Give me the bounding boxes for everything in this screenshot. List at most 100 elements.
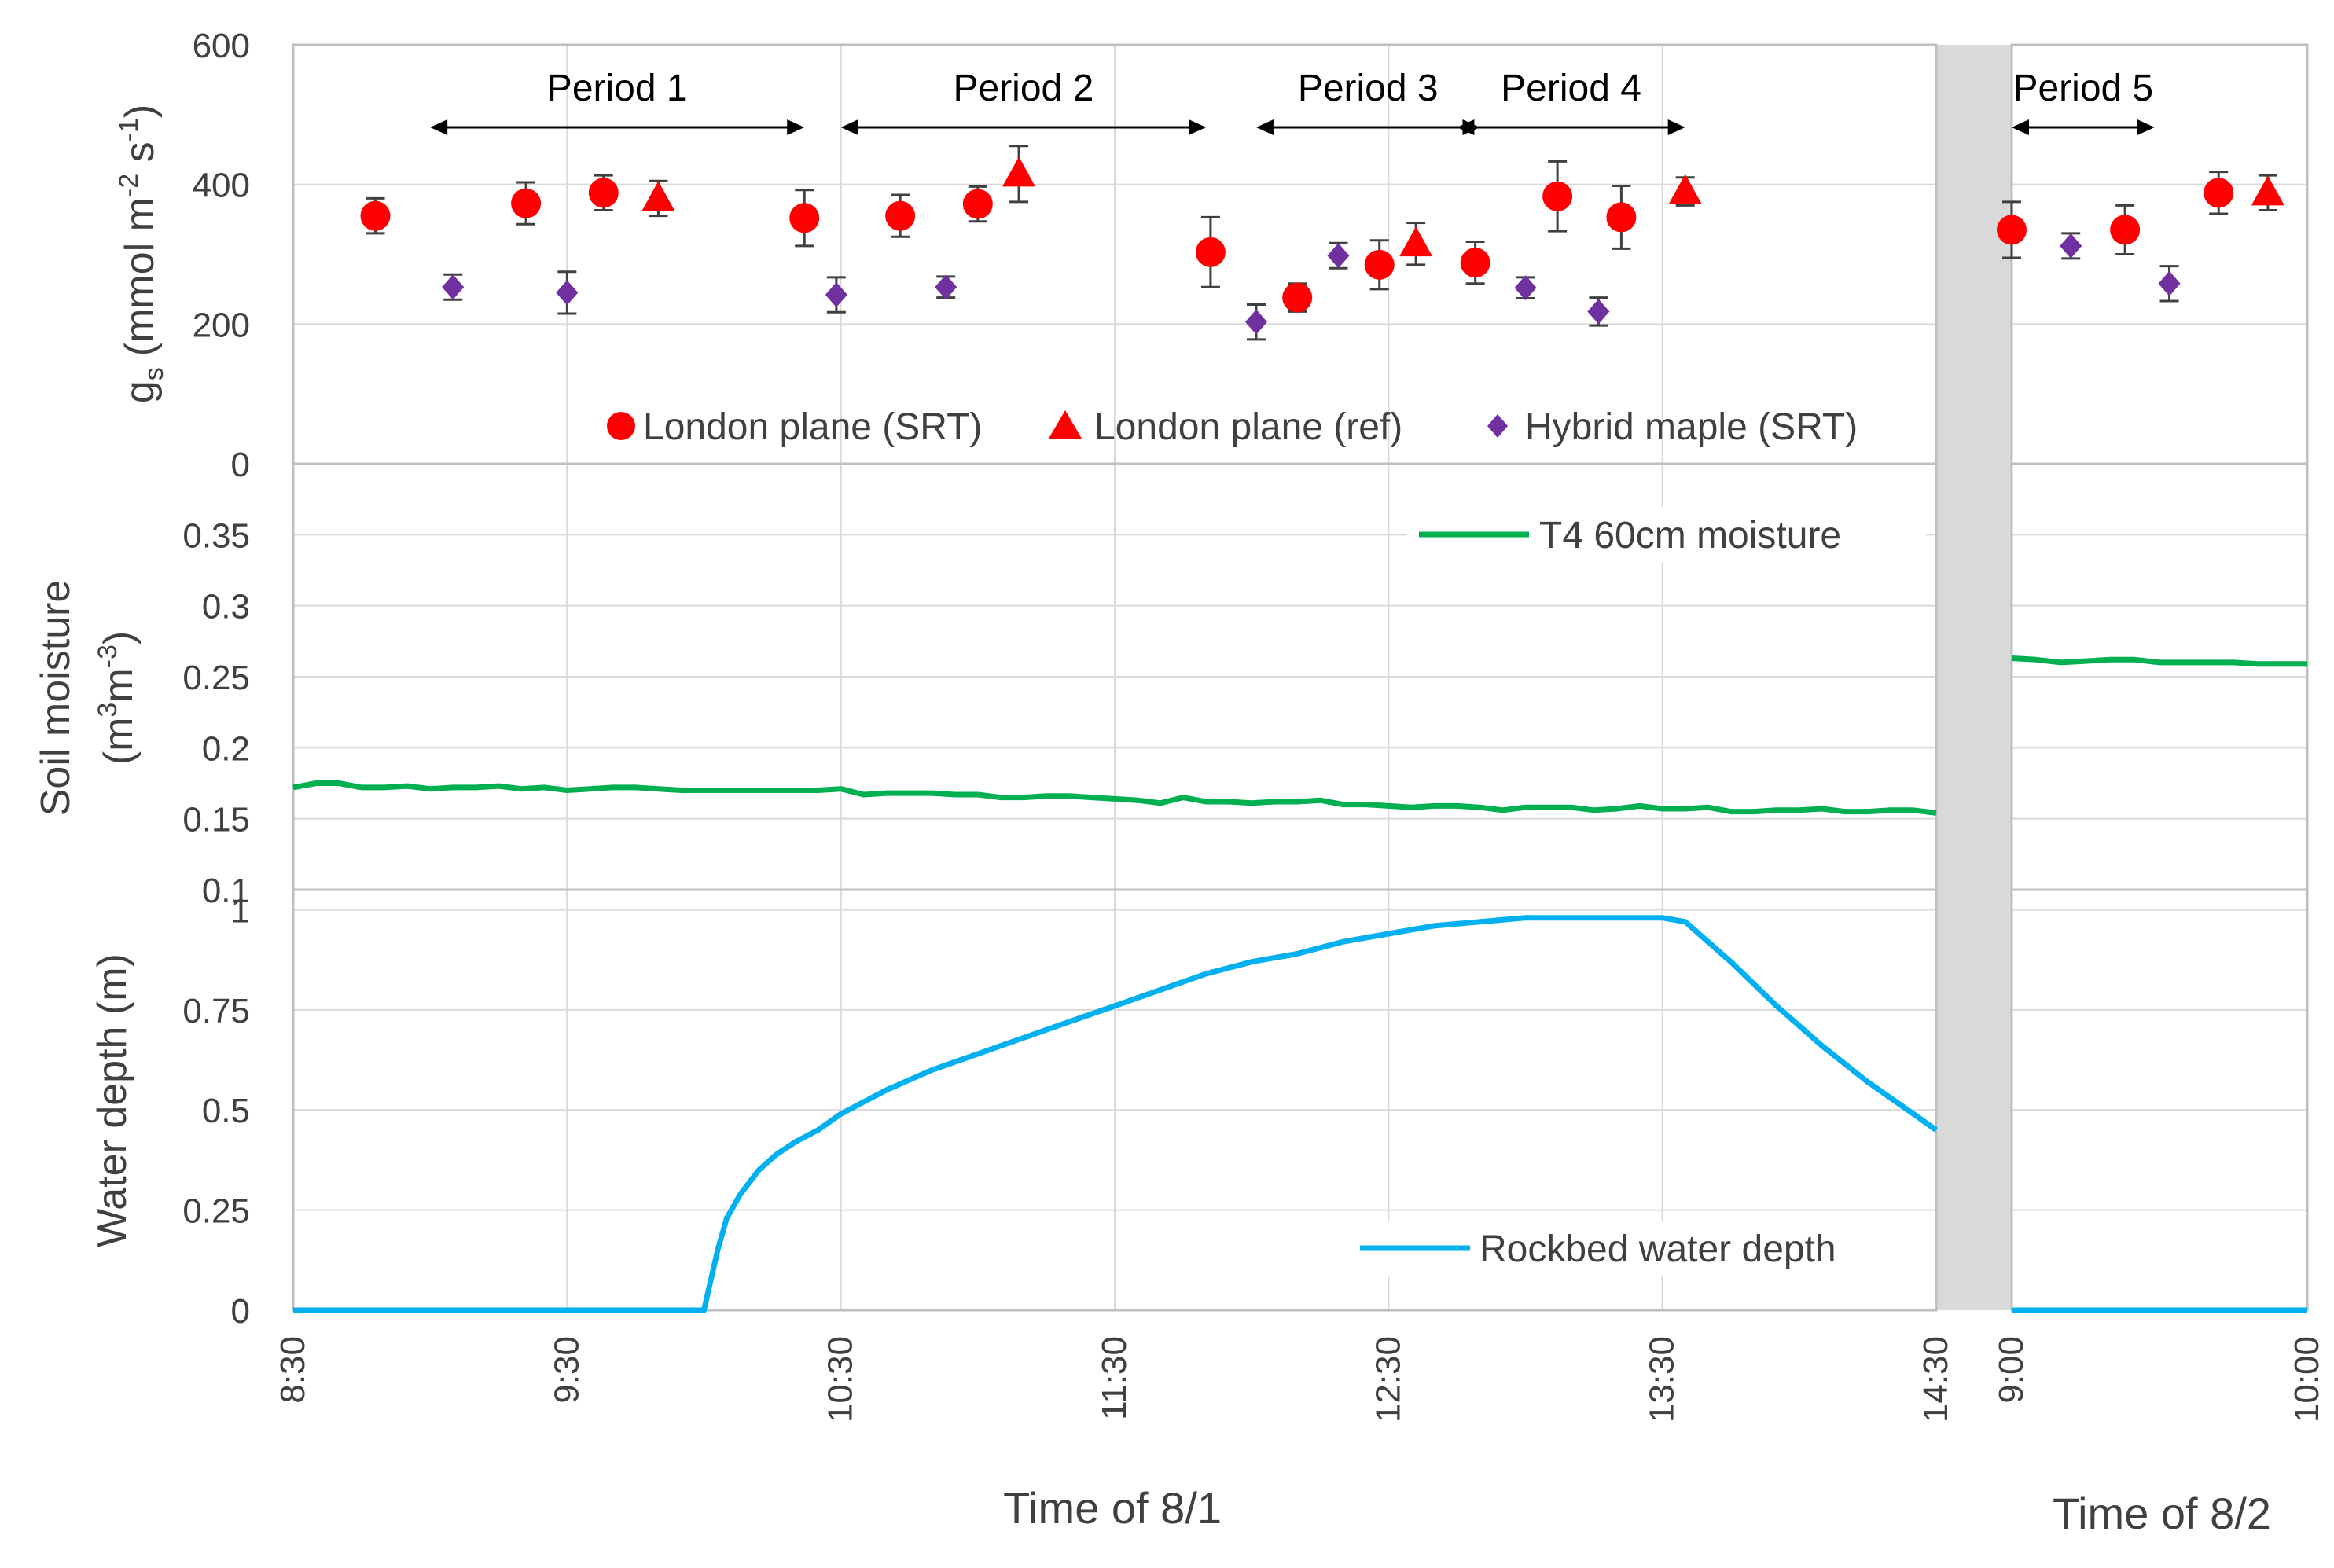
gs-data-point xyxy=(2060,232,2082,260)
moisture-axis-title-line1: Soil moisture xyxy=(33,580,79,817)
gs-data-point xyxy=(1460,241,1490,285)
y-tick-label: 0.2 xyxy=(202,729,250,768)
legend-marker-london-plane-srt xyxy=(607,412,635,440)
gs-data-point xyxy=(1997,200,2027,259)
marker-london-plane-srt xyxy=(1460,248,1490,278)
x-tick-label: 8:30 xyxy=(274,1336,312,1404)
legend-marker-hybrid-maple-srt xyxy=(1487,414,1508,438)
gs-data-point xyxy=(1606,184,1637,250)
y-tick-label: 0.1 xyxy=(202,872,250,910)
marker-london-plane-ref xyxy=(641,181,675,211)
legend-label-london-plane-ref: London plane (ref) xyxy=(1094,406,1402,448)
gs-data-point xyxy=(885,193,916,238)
gs-data-point xyxy=(1244,303,1267,341)
water-legend: Rockbed water depth xyxy=(1352,1221,1902,1276)
x-tick-labels: 8:30 9:30 10:30 11:30 12:30 13:30 14:30 9:00 10:… xyxy=(274,1336,2326,1423)
gs-data-point xyxy=(962,185,993,223)
period-arrow-head-right xyxy=(787,119,805,135)
marker-london-plane-ref xyxy=(1002,156,1036,187)
period-annotation: Period 4 xyxy=(1457,68,1685,135)
gs-data-point xyxy=(935,274,957,300)
x-tick-label: 12:30 xyxy=(1369,1336,1407,1423)
gs-data-point xyxy=(1002,145,1036,204)
y-tick-label: 0 xyxy=(231,1292,250,1331)
gs-data-point xyxy=(2204,171,2234,215)
day-gap-bar xyxy=(1936,45,2012,1310)
gs-data-point xyxy=(1282,282,1313,313)
marker-hybrid-maple-srt xyxy=(442,274,465,300)
period-arrow-head-left xyxy=(1457,119,1475,135)
y-tick-label: 600 xyxy=(193,27,250,65)
marker-london-plane-srt xyxy=(1364,249,1395,280)
marker-hybrid-maple-srt xyxy=(1587,299,1610,325)
moisture-line-day2 xyxy=(2011,655,2307,667)
marker-hybrid-maple-srt xyxy=(825,282,847,308)
gs-data-point xyxy=(2158,265,2181,303)
gs-data-point xyxy=(2251,174,2284,212)
legend-label-moisture: T4 60cm moisture xyxy=(1539,515,1841,556)
marker-london-plane-srt xyxy=(962,189,993,219)
period-annotation: Period 5 xyxy=(2012,68,2155,135)
period-annotation: Period 1 xyxy=(430,68,805,135)
legend-marker-london-plane-ref xyxy=(1049,410,1082,439)
x-tick-label: 10:00 xyxy=(2288,1336,2326,1423)
x-tick-label: 9:30 xyxy=(547,1336,586,1404)
y-tick-label: 0.15 xyxy=(182,801,250,839)
x-tick-label: 11:30 xyxy=(1095,1336,1134,1420)
marker-london-plane-srt xyxy=(1542,181,1573,211)
period-arrow-head-right xyxy=(2137,119,2155,135)
y-tick-label: 0.25 xyxy=(182,659,250,697)
gs-legend: London plane (SRT) London plane (ref) Hy… xyxy=(607,406,1858,448)
period-label: Period 1 xyxy=(547,68,688,109)
marker-london-plane-srt xyxy=(2110,215,2141,245)
gs-data-point xyxy=(1195,215,1226,288)
period-arrow-head-left xyxy=(2012,119,2029,135)
marker-london-plane-srt xyxy=(789,203,820,233)
x-axis-title-day1: Time of 8/1 xyxy=(1003,1483,1222,1533)
moisture-legend: T4 60cm moisture xyxy=(1407,507,1926,562)
water-depth-line-day1 xyxy=(293,915,1939,1313)
marker-hybrid-maple-srt xyxy=(2158,270,2181,296)
legend-label-hybrid-maple-srt: Hybrid maple (SRT) xyxy=(1525,406,1858,448)
period-arrow-head-right xyxy=(1189,119,1207,135)
x-tick-label: 13:30 xyxy=(1643,1336,1682,1423)
gs-data-point xyxy=(1399,222,1433,266)
gs-axis-title: gs(mmol m-2 s-1) xyxy=(114,105,169,403)
gs-data-point xyxy=(360,196,391,235)
water-depth-series xyxy=(293,915,2307,1313)
y-tick-label: 0.5 xyxy=(202,1092,250,1130)
y-tick-label: 0.25 xyxy=(182,1192,250,1231)
marker-hybrid-maple-srt xyxy=(1327,243,1350,269)
marker-london-plane-srt xyxy=(2204,178,2234,208)
marker-hybrid-maple-srt xyxy=(1514,275,1537,301)
marker-london-plane-srt xyxy=(1997,215,2027,245)
marker-london-plane-ref xyxy=(2251,175,2284,206)
marker-london-plane-srt xyxy=(1606,202,1637,233)
gs-data-point xyxy=(789,189,820,248)
gs-data-point xyxy=(556,270,579,315)
x-tick-label: 9:00 xyxy=(1992,1336,2031,1404)
gs-data-point xyxy=(511,181,542,226)
y-tick-labels: 0 200 400 600 0.1 0.15 0.2 0.25 0.3 0.35 0 0.25 0.5 0… xyxy=(182,27,250,1331)
gs-series xyxy=(360,145,2284,341)
legend-label-water: Rockbed water depth xyxy=(1479,1228,1836,1270)
period-arrow-head-left xyxy=(430,119,448,135)
moisture-line-day1 xyxy=(292,780,1937,816)
marker-hybrid-maple-srt xyxy=(2060,233,2082,259)
x-tick-label: 10:30 xyxy=(821,1336,860,1423)
marker-hybrid-maple-srt xyxy=(556,280,579,306)
gs-data-point xyxy=(1542,160,1573,233)
marker-hybrid-maple-srt xyxy=(935,274,957,300)
legend-label-london-plane-srt: London plane (SRT) xyxy=(643,406,982,448)
marker-london-plane-ref xyxy=(1399,226,1433,257)
period-label: Period 2 xyxy=(953,68,1093,109)
gs-data-point xyxy=(442,273,465,301)
marker-london-plane-srt xyxy=(1282,282,1313,313)
y-tick-label: 0.35 xyxy=(182,516,250,555)
gs-data-point xyxy=(1514,275,1537,301)
marker-london-plane-srt xyxy=(511,188,542,218)
marker-london-plane-ref xyxy=(1668,174,1702,204)
gs-data-point xyxy=(641,179,675,218)
y-tick-label: 0.75 xyxy=(182,992,250,1030)
period-annotations: Period 1 Period 2 Period 3 Period 4 Period 5 xyxy=(430,68,2155,135)
